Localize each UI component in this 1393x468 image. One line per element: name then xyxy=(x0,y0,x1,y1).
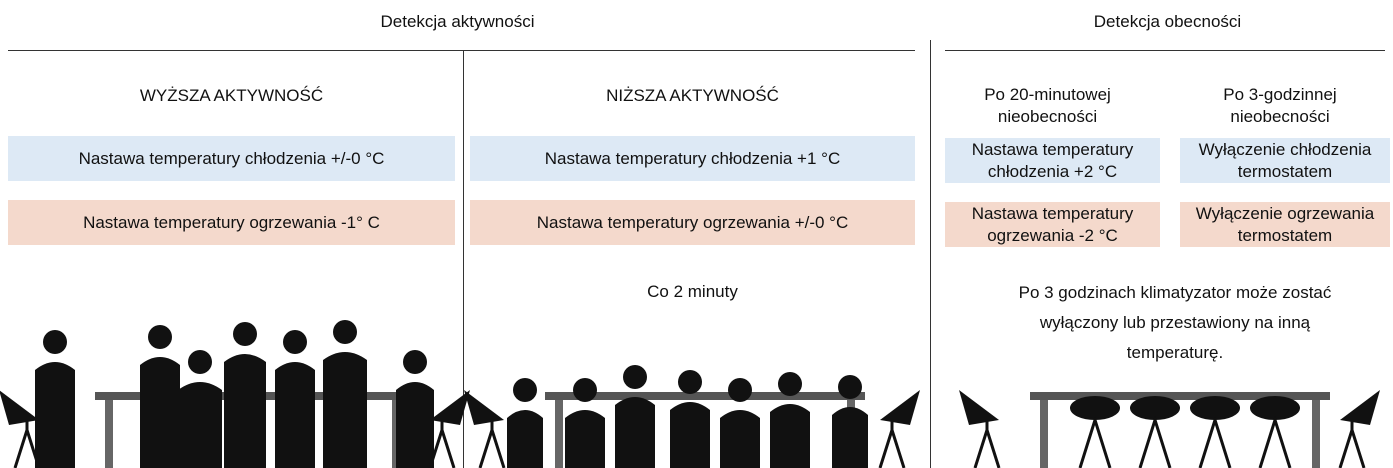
person xyxy=(778,372,802,396)
person xyxy=(720,410,760,468)
chair xyxy=(1070,396,1120,420)
person xyxy=(275,362,315,468)
heating-cell: Nastawa temperatury ogrzewania +/-0 °C xyxy=(470,200,915,245)
person xyxy=(623,365,647,389)
person xyxy=(838,375,862,399)
person xyxy=(43,330,67,354)
cooling-cell: Nastawa temperatury chłodzenia +2 °C xyxy=(945,138,1160,183)
chair xyxy=(880,390,920,425)
person xyxy=(396,382,434,468)
section-title: Detekcja obecności xyxy=(1093,12,1242,31)
rule xyxy=(8,50,915,51)
person xyxy=(678,370,702,394)
person xyxy=(615,397,655,468)
heating-cell: Nastawa temperatury ogrzewania -1° C xyxy=(8,200,455,245)
heading: Po 3-godzinnej nieobecności xyxy=(1223,85,1337,126)
person xyxy=(403,350,427,374)
chair xyxy=(959,390,999,425)
table-leg xyxy=(1040,400,1048,468)
divider xyxy=(930,40,931,468)
heating-cell: Nastawa temperatury ogrzewania -2 °C xyxy=(945,202,1160,247)
chair xyxy=(464,390,504,425)
rule xyxy=(945,50,1385,51)
chair xyxy=(1340,390,1380,425)
chair xyxy=(973,420,1001,468)
chair xyxy=(430,390,470,425)
person xyxy=(832,407,868,468)
person xyxy=(573,378,597,402)
chair xyxy=(1138,414,1172,468)
person xyxy=(728,378,752,402)
person xyxy=(35,362,75,468)
person xyxy=(507,410,543,468)
person xyxy=(140,357,180,468)
person xyxy=(233,322,257,346)
divider xyxy=(463,50,464,468)
section-title: Detekcja aktywności xyxy=(380,12,535,31)
heading: NIŻSZA AKTYWNOŚĆ xyxy=(606,86,779,105)
person xyxy=(333,320,357,344)
heading: WYŻSZA AKTYWNOŚĆ xyxy=(139,86,324,105)
person xyxy=(513,378,537,402)
chair xyxy=(1198,414,1232,468)
chair xyxy=(478,420,506,468)
person xyxy=(670,402,710,468)
chair xyxy=(1250,396,1300,420)
chair xyxy=(1258,414,1292,468)
chair xyxy=(878,420,906,468)
table-leg xyxy=(555,400,563,468)
cooling-cell: Nastawa temperatury chłodzenia +1 °C xyxy=(470,136,915,181)
cooling-cell: Nastawa temperatury chłodzenia +/-0 °C xyxy=(8,136,455,181)
person xyxy=(188,350,212,374)
table-leg xyxy=(105,400,113,468)
table-leg xyxy=(1312,400,1320,468)
table xyxy=(545,392,865,400)
chair xyxy=(1190,396,1240,420)
chair xyxy=(0,390,39,425)
person xyxy=(178,382,222,468)
note: Po 3 godzinach klimatyzator może zostać … xyxy=(1018,283,1332,362)
person xyxy=(323,352,367,468)
person xyxy=(148,325,172,349)
heading: Po 20-minutowej nieobecności xyxy=(984,85,1111,126)
chair xyxy=(1130,396,1180,420)
chair xyxy=(1078,414,1112,468)
heating-cell: Wyłączenie ogrzewania termostatem xyxy=(1180,202,1390,247)
person xyxy=(283,330,307,354)
cooling-cell: Wyłączenie chłodzenia termostatem xyxy=(1180,138,1390,183)
note: Co 2 minuty xyxy=(647,282,738,301)
table xyxy=(1030,392,1330,400)
person xyxy=(565,410,605,468)
person xyxy=(224,354,266,468)
chair xyxy=(1338,420,1366,468)
person xyxy=(770,404,810,468)
